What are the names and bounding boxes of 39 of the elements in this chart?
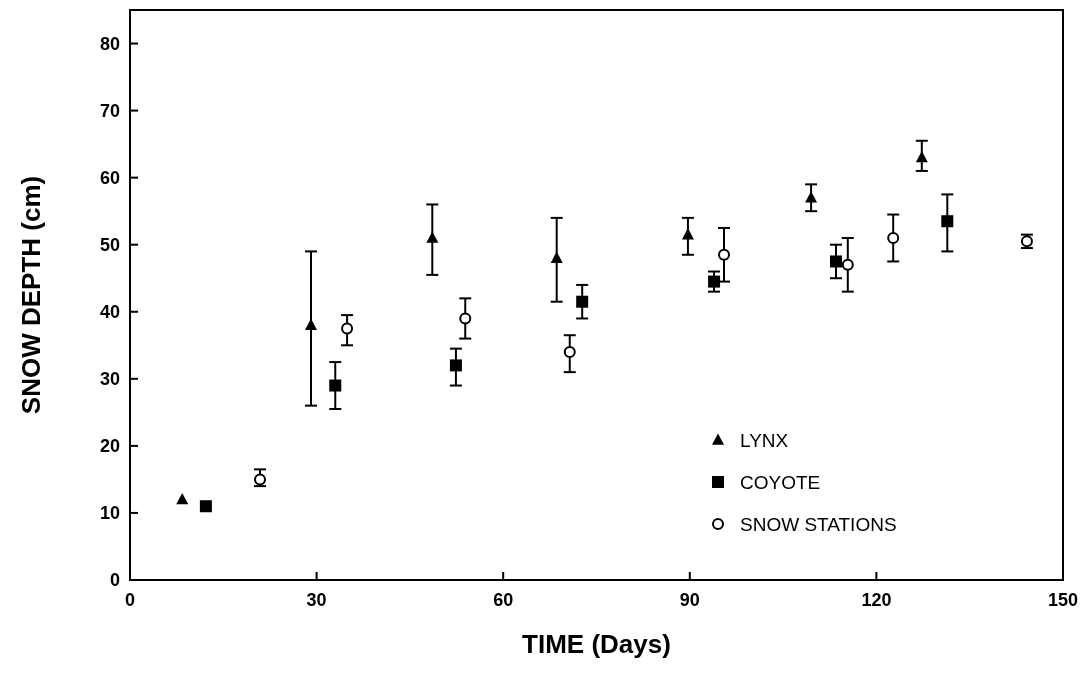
point: [329, 379, 342, 392]
point: [708, 275, 721, 288]
point: [459, 312, 472, 325]
x-tick-label: 0: [124, 590, 136, 610]
point: [829, 255, 842, 268]
x-tick-label: 30: [306, 590, 327, 610]
y-tick-label: 10: [99, 502, 120, 523]
y-tick-label: 80: [99, 33, 120, 54]
y-tick-label: 60: [99, 167, 120, 188]
point: [563, 346, 576, 358]
point: [426, 231, 439, 243]
point: [449, 359, 462, 372]
y-tick-label: 20: [99, 435, 120, 456]
point: [254, 473, 266, 486]
legend-label: LYNX: [740, 430, 789, 451]
point: [941, 215, 954, 228]
point: [576, 295, 589, 308]
x-tick-label: 150: [1047, 590, 1079, 610]
y-tick-label: 70: [99, 100, 120, 121]
point: [550, 251, 563, 263]
point: [341, 322, 354, 335]
y-tick-label: 40: [99, 301, 120, 322]
legend-label: COYOTE: [740, 472, 821, 493]
point: [718, 248, 731, 261]
legend-label: SNOW STATIONS: [740, 514, 897, 535]
x-axis-title: TIME (Days): [522, 629, 671, 659]
x-tick-label: 90: [679, 590, 700, 610]
y-tick-label: 50: [99, 234, 120, 255]
point: [841, 258, 854, 271]
point: [176, 492, 189, 505]
y-tick-label: 30: [99, 368, 120, 389]
x-tick-label: 60: [493, 590, 514, 610]
point: [681, 228, 694, 240]
point: [199, 500, 212, 513]
x-tick-label: 120: [861, 590, 892, 610]
point: [805, 191, 818, 203]
point: [887, 232, 900, 244]
y-axis-title: SNOW DEPTH (cm): [16, 175, 46, 415]
y-tick-label: 0: [109, 570, 120, 590]
